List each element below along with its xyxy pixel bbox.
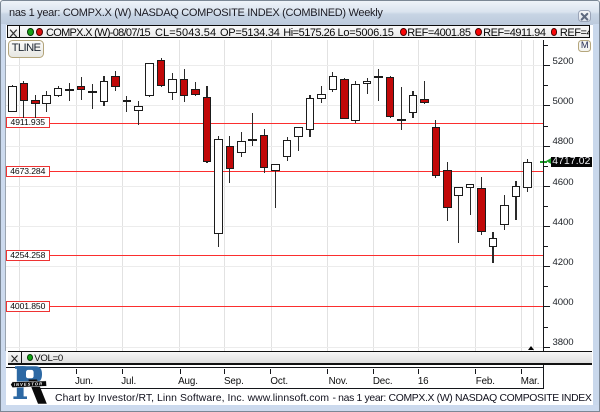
svg-text:INVESTOR: INVESTOR (14, 381, 43, 387)
